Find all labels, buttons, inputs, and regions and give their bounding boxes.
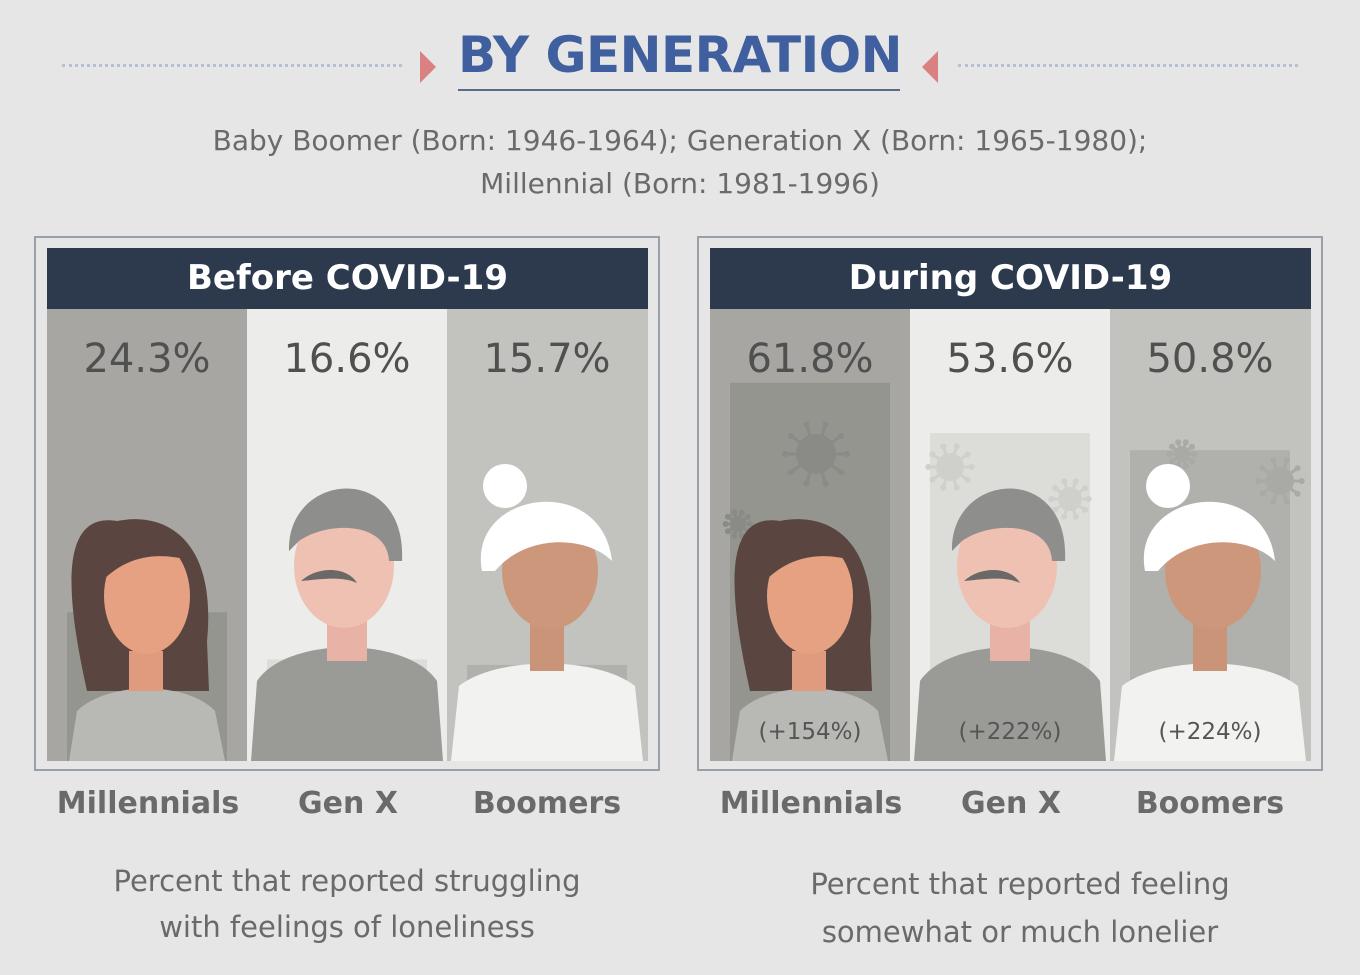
during-covid-chart: 61.8% (+154%) 53.6% (+222%) 50.8% (+224%) (710, 309, 1311, 761)
c0-millennials-avatar (69, 519, 225, 761)
c1-virus-icon-1 (782, 421, 850, 487)
right-dotted-rule (958, 64, 1298, 67)
during-caption: Percent that reported feeling somewhat o… (740, 860, 1300, 956)
c0-genx-avatar (251, 488, 443, 761)
during-category-genx: Gen X (961, 786, 1061, 821)
c1-virus-icon-4 (1048, 478, 1092, 520)
c0-genx-value-label: 16.6% (283, 336, 410, 382)
c0-boomers-value-label: 15.7% (483, 336, 610, 382)
during-covid-panel: During COVID-19 61.8% (+154%) 53.6% (+222%)… (697, 236, 1323, 771)
during-caption-line-1: Percent that reported feeling (810, 867, 1230, 901)
left-dotted-rule (62, 64, 402, 67)
generation-legend-line-2: Millennial (Born: 1981-1996) (480, 167, 880, 200)
before-covid-header: Before COVID-19 (47, 248, 648, 309)
before-category-boomers: Boomers (472, 786, 622, 821)
c1-millennials-value-label: 61.8% (746, 336, 873, 382)
right-pointing-triangle-icon (420, 51, 436, 83)
before-category-millennials: Millennials (56, 786, 240, 821)
c1-millennials-change-label: (+154%) (759, 719, 862, 745)
title-underline (458, 89, 900, 91)
before-covid-panel: Before COVID-19 24.3% 16.6% 15.7% (34, 236, 660, 771)
c1-boomers-value-label: 50.8% (1146, 336, 1273, 382)
during-caption-line-2: somewhat or much lonelier (821, 915, 1219, 949)
during-category-boomers: Boomers (1135, 786, 1285, 821)
c1-millennials-avatar (732, 519, 888, 761)
generation-legend-line-1: Baby Boomer (Born: 1946-1964); Generatio… (212, 124, 1148, 157)
before-caption-line-1: Percent that reported struggling (113, 864, 581, 898)
left-pointing-triangle-icon (922, 51, 938, 83)
c1-boomers-avatar (1114, 464, 1306, 761)
c1-genx-change-label: (+222%) (959, 719, 1062, 745)
during-covid-header: During COVID-19 (710, 248, 1311, 309)
page-title: BY GENERATION (457, 26, 903, 84)
c0-millennials-value-label: 24.3% (83, 336, 210, 382)
c0-boomers-avatar (451, 464, 643, 761)
before-covid-chart: 24.3% 16.6% 15.7% (47, 309, 648, 761)
c1-genx-avatar (914, 488, 1106, 761)
c1-virus-icon-2 (722, 509, 754, 539)
c1-virus-icon-6 (1255, 457, 1305, 505)
c1-virus-icon-3 (925, 443, 975, 491)
before-caption: Percent that reported struggling with fe… (67, 858, 627, 950)
before-category-genx: Gen X (298, 786, 398, 821)
c1-genx-value-label: 53.6% (946, 336, 1073, 382)
c1-boomers-change-label: (+224%) (1159, 719, 1262, 745)
before-caption-line-2: with feelings of loneliness (159, 910, 535, 944)
during-category-millennials: Millennials (719, 786, 903, 821)
